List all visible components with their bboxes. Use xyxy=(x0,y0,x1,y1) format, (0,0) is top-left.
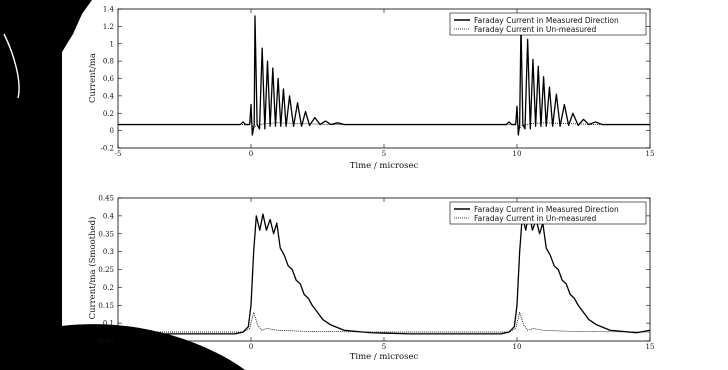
chart-bottom: 0.050.10.150.20.250.30.350.40.45 0 5 10 15 … xyxy=(87,195,654,363)
y-tick-label: 1.2 xyxy=(103,23,114,31)
chart-top-x-axis-label: Time / microsec xyxy=(350,161,419,171)
series-line-unmeasured xyxy=(118,120,650,130)
dark-corner-shape-top-left xyxy=(0,0,92,370)
chart-top-y-ticks: -0.2 0 0.2 0.4 0.6 0.8 1 1.2 1.4 xyxy=(101,6,650,153)
y-tick-label: 0.35 xyxy=(98,230,114,238)
series-line-measured xyxy=(118,211,651,335)
y-tick-label: 1.4 xyxy=(103,6,115,14)
y-tick-label: 0.1 xyxy=(103,320,114,328)
chart-top-x-ticks: -5 0 5 10 15 xyxy=(115,9,655,158)
x-tick-label: 5 xyxy=(382,150,386,158)
y-tick-label: 0.3 xyxy=(103,248,114,256)
x-tick-label: -5 xyxy=(115,150,122,158)
y-tick-label: 0.4 xyxy=(103,212,115,220)
chart-bottom-x-axis-label: Time / microsec xyxy=(350,352,419,362)
chart-bottom-legend-label-unmeasured: Faraday Current in Un-measured xyxy=(474,214,597,223)
chart-bottom-series xyxy=(118,211,651,335)
y-tick-label: 0.05 xyxy=(98,338,114,346)
y-tick-label: 0.2 xyxy=(103,110,114,118)
y-tick-label: 0.45 xyxy=(98,195,114,203)
x-tick-label: 15 xyxy=(646,343,655,351)
x-tick-label: 0 xyxy=(249,343,253,351)
chart-top-series xyxy=(118,15,650,136)
series-line-measured xyxy=(118,15,650,136)
white-curl-stroke xyxy=(3,33,20,99)
y-tick-label: 0.2 xyxy=(103,284,114,292)
y-tick-label: 0.8 xyxy=(103,58,114,66)
series-line-unmeasured xyxy=(118,312,651,333)
chart-bottom-legend-box xyxy=(449,201,647,225)
y-tick-label: 0.15 xyxy=(98,302,114,310)
chart-bottom-x-ticks: 0 5 10 15 xyxy=(249,198,655,351)
y-tick-label: -0.2 xyxy=(101,145,115,153)
figure-background xyxy=(62,0,728,370)
chart-bottom-y-axis-label: Current/ma (Smoothed) xyxy=(87,217,98,320)
dark-corner-shape-bottom-left xyxy=(0,324,245,370)
y-tick-label: 0.6 xyxy=(103,75,115,83)
chart-top-legend-label-measured: Faraday Current in Measured Direction xyxy=(474,16,619,25)
chart-top: -0.2 0 0.2 0.4 0.6 0.8 1 1.2 1.4 -5 0 5 10 15 Time /… xyxy=(88,6,654,172)
chart-top-legend: Faraday Current in Measured Direction Fa… xyxy=(449,12,647,36)
x-tick-label: 10 xyxy=(513,343,522,351)
chart-bottom-legend-label-measured: Faraday Current in Measured Direction xyxy=(474,205,619,214)
x-tick-label: 5 xyxy=(382,343,386,351)
y-tick-label: 0.25 xyxy=(98,266,114,274)
y-tick-label: 0.4 xyxy=(103,92,115,100)
x-tick-label: 15 xyxy=(646,150,655,158)
chart-top-legend-label-unmeasured: Faraday Current in Un-measured xyxy=(474,25,597,34)
chart-bottom-legend: Faraday Current in Measured Direction Fa… xyxy=(449,201,647,225)
chart-bottom-y-ticks: 0.05 0.1 0.15 0.2 0.25 0.3 0.35 0.4 0.45 xyxy=(98,195,650,346)
y-tick-label: 1 xyxy=(110,40,114,48)
chart-top-y-axis-label: Current/ma xyxy=(88,53,98,103)
chart-top-legend-box xyxy=(449,12,647,36)
x-tick-label: 10 xyxy=(513,150,522,158)
x-tick-label: 0 xyxy=(249,150,253,158)
y-tick-label: 0 xyxy=(110,127,114,135)
